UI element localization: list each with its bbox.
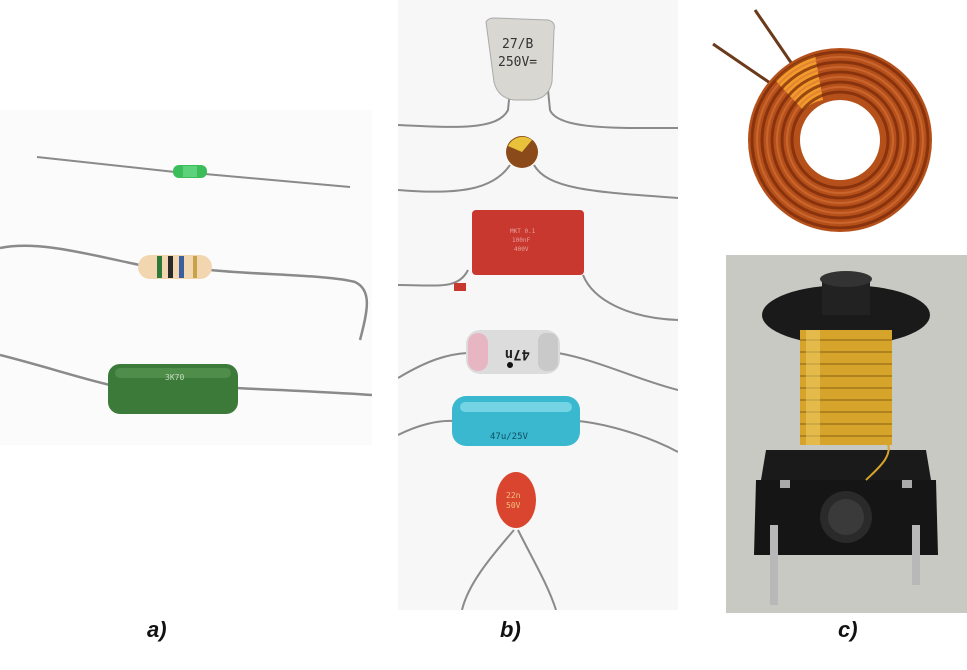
caption-a: a) [147,617,167,642]
orange-capacitor-label-2: 50V [506,501,521,510]
panel-a-resistors: 3K70 [0,110,372,445]
panel-c-toroid [705,0,967,250]
blue-capacitor-label: 47u/25V [490,432,529,442]
toroidal-inductor [712,9,932,232]
bobbin-inductor [754,271,938,605]
red-capacitor-label-3: 400V [514,246,529,253]
film-capacitor: 27/B 250V= [398,17,678,130]
red-capacitor: MKT 0.1 100nF 400V [398,210,678,321]
disc-capacitor [398,136,678,199]
film-capacitor-label-2: 250V= [498,55,537,70]
silver-capacitor-label: 47n [505,346,530,362]
beige-banded-resistor [0,244,369,341]
red-capacitor-label-1: MKT 0.1 [510,228,536,235]
orange-capacitor: 22n 50V [461,472,557,610]
panel-b-capacitors: 27/B 250V= MKT 0.1 100nF 400V 47n [398,0,678,610]
red-capacitor-label-2: 100nF [512,237,530,244]
silver-capacitor: 47n [398,330,678,391]
panel-c-bobbin-coil [726,255,967,613]
film-capacitor-label-1: 27/B [502,37,533,52]
power-resistor-label: 3K70 [165,373,184,382]
power-resistor: 3K70 [0,353,372,414]
blue-capacitor: 47u/25V [398,396,678,453]
caption-b: b) [500,617,521,642]
caption-c: c) [838,617,858,642]
small-green-resistor [36,156,351,188]
orange-capacitor-label-1: 22n [506,491,521,500]
